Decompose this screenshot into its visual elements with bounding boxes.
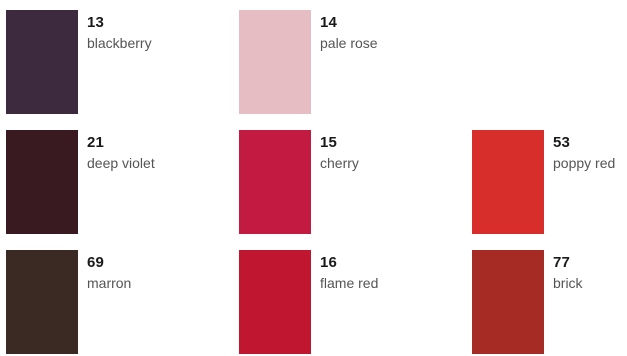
swatch-item-marron[interactable]: 69 marron bbox=[6, 250, 131, 354]
swatch-code: 53 bbox=[553, 134, 571, 151]
swatch-label: 21 deep violet bbox=[87, 130, 155, 172]
swatch-code: 69 bbox=[87, 254, 105, 271]
swatch-label: 53 poppy red bbox=[553, 130, 615, 172]
swatch-label: 14 pale rose bbox=[320, 10, 378, 52]
swatch-item-deep-violet[interactable]: 21 deep violet bbox=[6, 130, 155, 234]
swatch-code: 21 bbox=[87, 134, 105, 151]
swatch-name: pale rose bbox=[320, 35, 378, 51]
swatch-name: marron bbox=[87, 275, 132, 291]
swatch-code: 14 bbox=[320, 14, 338, 31]
swatch-item-brick[interactable]: 77 brick bbox=[472, 250, 583, 354]
color-swatch[interactable] bbox=[239, 250, 311, 354]
swatch-item-flame-red[interactable]: 16 flame red bbox=[239, 250, 378, 354]
swatch-item-blackberry[interactable]: 13 blackberry bbox=[6, 10, 152, 114]
swatch-name: cherry bbox=[320, 155, 359, 171]
color-swatch[interactable] bbox=[6, 130, 78, 234]
swatch-item-pale-rose[interactable]: 14 pale rose bbox=[239, 10, 378, 114]
swatch-name: brick bbox=[553, 275, 583, 291]
swatch-name: poppy red bbox=[553, 155, 616, 171]
swatch-label: 15 cherry bbox=[320, 130, 359, 172]
color-swatch[interactable] bbox=[6, 10, 78, 114]
color-swatch[interactable] bbox=[239, 10, 311, 114]
swatch-item-cherry[interactable]: 15 cherry bbox=[239, 130, 359, 234]
color-swatch[interactable] bbox=[239, 130, 311, 234]
swatch-label: 16 flame red bbox=[320, 250, 378, 292]
color-swatch[interactable] bbox=[472, 250, 544, 354]
swatch-code: 13 bbox=[87, 14, 105, 31]
color-swatch[interactable] bbox=[472, 130, 544, 234]
swatch-name: flame red bbox=[320, 275, 379, 291]
swatch-code: 15 bbox=[320, 134, 338, 151]
swatch-code: 77 bbox=[553, 254, 571, 271]
swatch-name: blackberry bbox=[87, 35, 152, 51]
swatch-label: 77 brick bbox=[553, 250, 583, 292]
swatch-label: 13 blackberry bbox=[87, 10, 152, 52]
swatch-name: deep violet bbox=[87, 155, 155, 171]
color-swatch[interactable] bbox=[6, 250, 78, 354]
swatch-item-poppy-red[interactable]: 53 poppy red bbox=[472, 130, 615, 234]
swatch-label: 69 marron bbox=[87, 250, 131, 292]
swatch-code: 16 bbox=[320, 254, 338, 271]
